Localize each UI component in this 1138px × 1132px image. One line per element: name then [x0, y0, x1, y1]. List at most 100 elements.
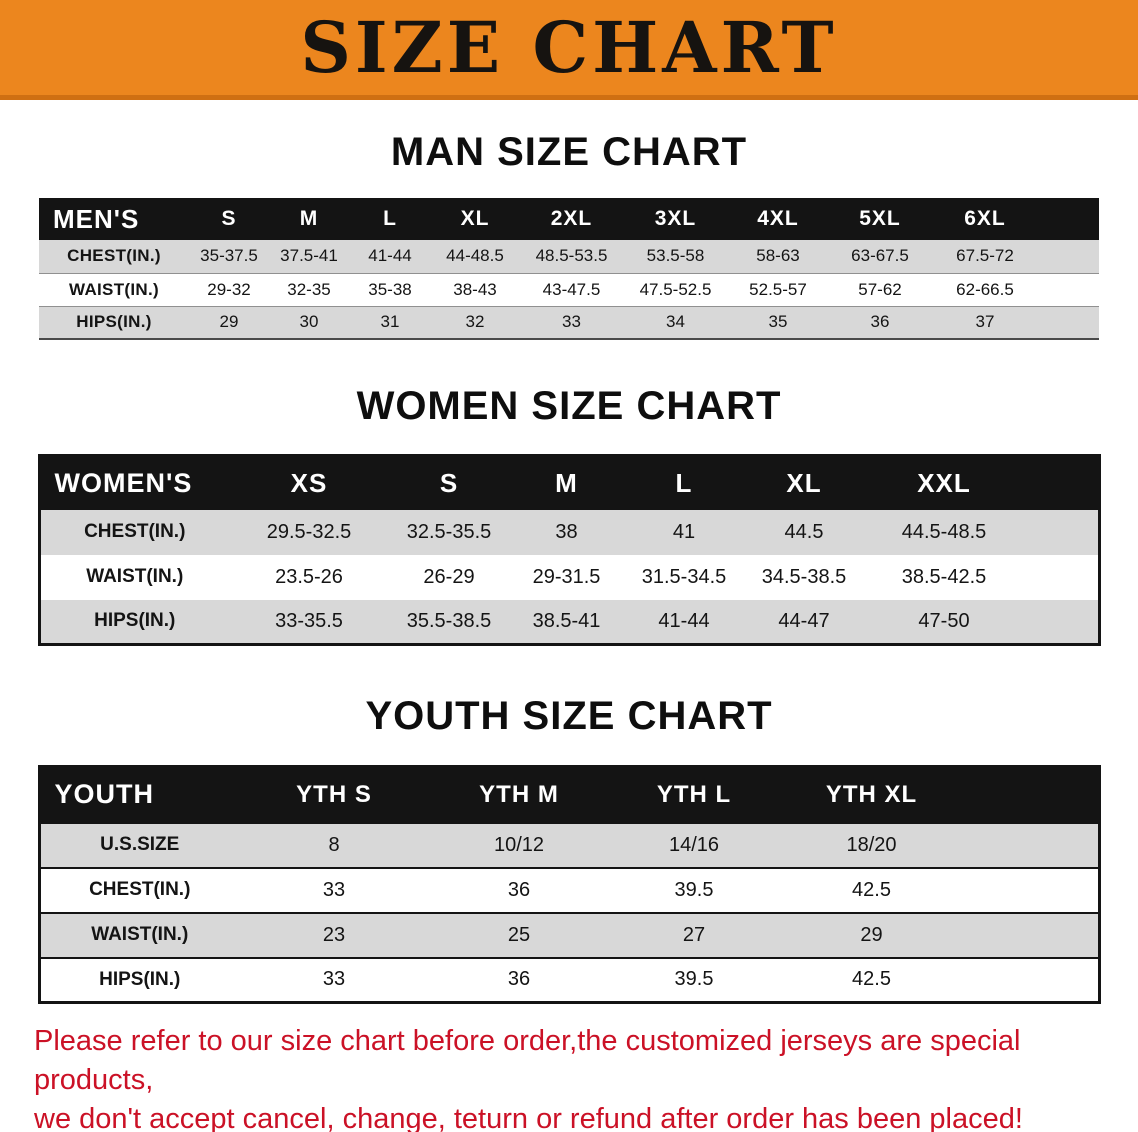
value-cell: 33 [239, 956, 429, 1003]
value-cell: 44-48.5 [446, 246, 504, 266]
value-cell: 27 [609, 911, 779, 958]
spacer-cell [1024, 600, 1099, 645]
value-cell: 29-31.5 [532, 565, 601, 588]
spacer-cell [964, 911, 1099, 958]
value-cell: 36 [829, 305, 931, 339]
table-row: WAIST(IN.) 23.5-26 26-29 29-31.5 31.5-34.5 34… [39, 555, 1099, 600]
value-cell: 37 [931, 305, 1039, 339]
value-cell: 8 [239, 821, 429, 868]
value-cell: 32.5-35.5 [406, 520, 492, 543]
table-title-cell: MEN'S [39, 198, 189, 240]
value-cell: 31 [349, 305, 431, 339]
youth-section-heading: YOUTH SIZE CHART [365, 694, 773, 738]
women-section-heading: WOMEN SIZE CHART [356, 384, 782, 428]
value-cell: 33 [519, 305, 624, 339]
value-cell: 41-44 [658, 609, 710, 632]
value-cell: 14/16 [609, 821, 779, 868]
value-cell: 38.5-42.5 [901, 565, 987, 588]
women-section: WOMEN SIZE CHART WOMEN'S XS S M L XL XXL CHEST… [0, 384, 1138, 646]
value-cell: 31.5-34.5 [641, 565, 727, 588]
size-header-cell: S [389, 455, 509, 510]
table-row: CHEST(IN.) 33 36 39.5 42.5 [39, 866, 1099, 913]
value-cell: 38 [555, 520, 578, 543]
value-cell: 35.5-38.5 [406, 609, 492, 632]
size-header-cell: L [349, 198, 431, 240]
row-label-cell: WAIST(IN.) [39, 911, 239, 958]
row-label-cell: CHEST(IN.) [84, 521, 186, 542]
disclaimer-line-1: Please refer to our size chart before or… [34, 1025, 1021, 1096]
value-cell: 26-29 [423, 565, 475, 588]
value-cell: 10/12 [429, 821, 609, 868]
value-cell: 33 [239, 866, 429, 913]
spacer-cell [964, 956, 1099, 1003]
value-cell: 29 [779, 911, 964, 958]
size-header-cell: YTH S [239, 766, 429, 823]
value-cell: 42.5 [779, 866, 964, 913]
value-cell: 47.5-52.5 [624, 272, 727, 306]
spacer-cell [964, 766, 1099, 823]
spacer-cell [1039, 240, 1099, 273]
row-label-cell: HIPS(IN.) [39, 956, 239, 1003]
value-cell: 35-38 [349, 272, 431, 306]
value-cell: 29-32 [189, 272, 269, 306]
value-cell: 44.5 [784, 520, 824, 543]
header-row: YOUTH YTH S YTH M YTH L YTH XL [39, 766, 1099, 823]
table-title-cell: YOUTH [39, 766, 239, 823]
size-header-cell: XS [229, 455, 389, 510]
value-cell: 37.5-41 [280, 246, 338, 266]
value-cell: 29.5-32.5 [266, 520, 352, 543]
spacer-cell [964, 866, 1099, 913]
table-row: HIPS(IN.) 29 30 31 32 33 34 35 36 37 [39, 305, 1099, 339]
value-cell: 25 [429, 911, 609, 958]
spacer-cell [1039, 198, 1099, 240]
youth-table-body: U.S.SIZE 8 10/12 14/16 18/20 CHEST(IN.) 33 36 39… [39, 821, 1099, 1003]
table-row: WAIST(IN.) 23 25 27 29 [39, 911, 1099, 958]
value-cell: 62-66.5 [931, 272, 1039, 306]
spacer-cell [1024, 455, 1099, 510]
size-header-cell: M [269, 198, 349, 240]
size-header-cell: YTH L [609, 766, 779, 823]
value-cell: 53.5-58 [646, 246, 705, 266]
value-cell: 32 [431, 305, 519, 339]
table-row: U.S.SIZE 8 10/12 14/16 18/20 [39, 821, 1099, 868]
value-cell: 34 [624, 305, 727, 339]
value-cell: 29 [189, 305, 269, 339]
men-section: MAN SIZE CHART MEN'S S M L XL 2XL 3XL 4XL 5XL 6XL… [0, 130, 1138, 340]
size-header-cell: 6XL [931, 198, 1039, 240]
value-cell: 67.5-72 [956, 246, 1014, 266]
table-row: CHEST(IN.) 35-37.5 37.5-41 41-44 44-48.5 48.5… [39, 240, 1099, 273]
table-title-cell: WOMEN'S [39, 455, 229, 510]
row-label-cell: U.S.SIZE [39, 821, 239, 868]
row-label-cell: HIPS(IN.) [39, 305, 189, 339]
spacer-cell [1024, 555, 1099, 600]
value-cell: 34.5-38.5 [761, 565, 847, 588]
value-cell: 52.5-57 [727, 272, 829, 306]
value-cell: 57-62 [829, 272, 931, 306]
value-cell: 18/20 [779, 821, 964, 868]
women-table-body: CHEST(IN.) 29.5-32.5 32.5-35.5 38 41 44.5 44.5… [39, 509, 1099, 645]
row-label-cell: WAIST(IN.) [39, 272, 189, 306]
table-row: CHEST(IN.) 29.5-32.5 32.5-35.5 38 41 44.5 44.5… [39, 509, 1099, 555]
size-header-cell: 4XL [727, 198, 829, 240]
row-label-cell: CHEST(IN.) [39, 866, 239, 913]
header-row: MEN'S S M L XL 2XL 3XL 4XL 5XL 6XL [39, 198, 1099, 240]
value-cell: 23.5-26 [275, 565, 343, 588]
row-label-cell: CHEST(IN.) [67, 246, 161, 266]
women-size-table: WOMEN'S XS S M L XL XXL CHEST(IN.) 29.5-32.5 32.… [37, 454, 1101, 646]
value-cell: 41-44 [368, 246, 412, 266]
page-title: SIZE CHART [300, 5, 838, 89]
men-size-table: MEN'S S M L XL 2XL 3XL 4XL 5XL 6XL CHEST(IN.) 35-3… [39, 198, 1099, 340]
value-cell: 42.5 [779, 956, 964, 1003]
table-row: HIPS(IN.) 33 36 39.5 42.5 [39, 956, 1099, 1003]
size-header-cell: M [509, 455, 624, 510]
size-header-cell: YTH XL [779, 766, 964, 823]
table-row: HIPS(IN.) 33-35.5 35.5-38.5 38.5-41 41-44 44-… [39, 599, 1099, 645]
value-cell: 35 [727, 305, 829, 339]
value-cell: 35-37.5 [200, 246, 258, 266]
size-header-cell: XXL [864, 455, 1024, 510]
men-table-head: MEN'S S M L XL 2XL 3XL 4XL 5XL 6XL [39, 198, 1099, 240]
value-cell: 32-35 [269, 272, 349, 306]
size-header-cell: S [189, 198, 269, 240]
size-header-cell: 3XL [624, 198, 727, 240]
